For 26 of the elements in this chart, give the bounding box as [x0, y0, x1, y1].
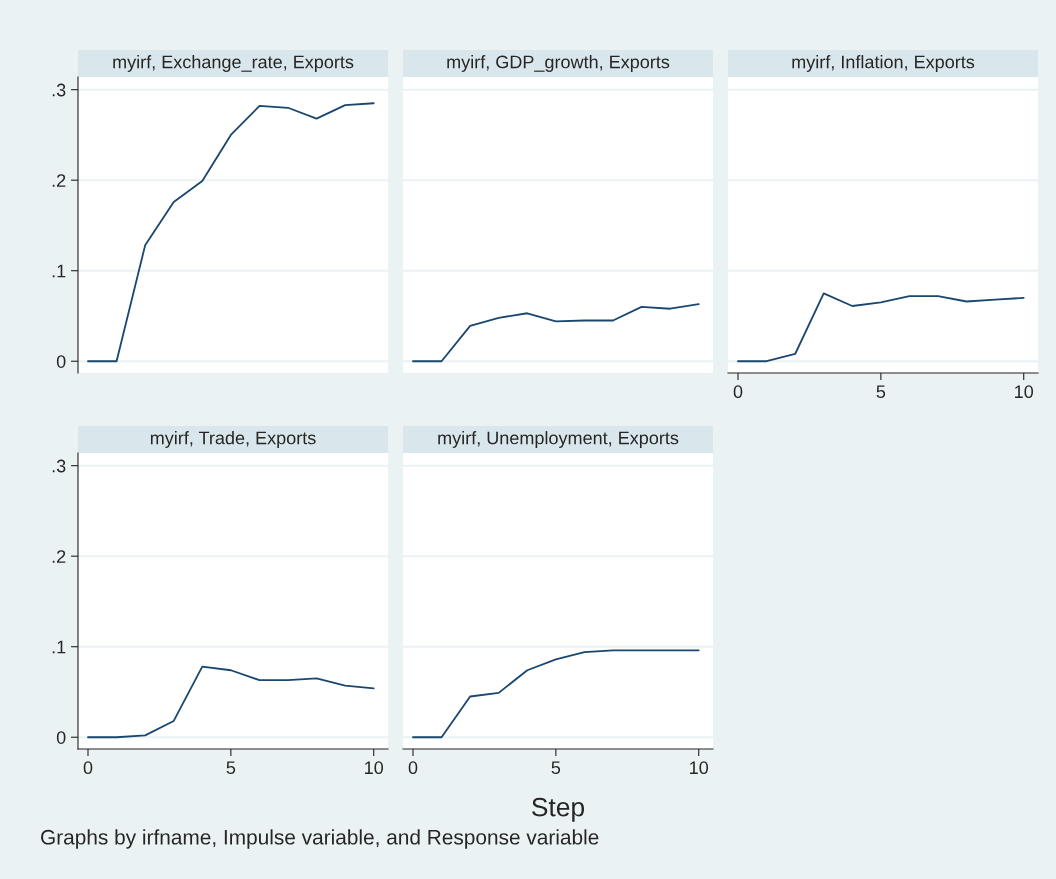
- x-tick-label: 5: [876, 385, 886, 399]
- y-tick-label: .2: [52, 174, 66, 187]
- x-tick-label: 0: [408, 761, 418, 775]
- chart-title: myirf, GDP_growth, Exports: [447, 55, 670, 72]
- line-series: [87, 102, 375, 363]
- chart-title: myirf, Trade, Exports: [150, 431, 316, 448]
- y-tick-label: .3: [52, 83, 66, 97]
- x-axis-title: Step: [532, 797, 585, 822]
- y-tick-label: 0: [56, 355, 66, 368]
- x-tick-label: 10: [1015, 385, 1034, 399]
- x-tick-label: 0: [83, 761, 93, 775]
- chart-title: myirf, Inflation, Exports: [792, 55, 975, 72]
- x-tick-label: 5: [226, 761, 236, 775]
- x-tick-label: 10: [690, 761, 709, 775]
- chart-title: myirf, Unemployment, Exports: [438, 431, 679, 448]
- y-tick-label: .1: [52, 264, 66, 278]
- x-tick-label: 0: [733, 385, 743, 399]
- y-tick-label: .2: [52, 550, 66, 563]
- y-tick-label: .1: [52, 640, 66, 654]
- y-tick-label: 0: [56, 731, 66, 744]
- x-tick-label: 5: [551, 761, 561, 775]
- line-series: [87, 665, 375, 739]
- y-tick-label: .3: [52, 459, 66, 473]
- text: Graphs by irfname, Impulse variable, and Response variable: [41, 829, 599, 849]
- chart-title: myirf, Exchange_rate, Exports: [113, 55, 354, 72]
- x-tick-label: 10: [365, 761, 384, 775]
